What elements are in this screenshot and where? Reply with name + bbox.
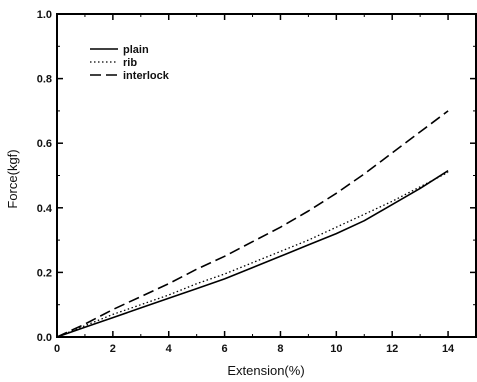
x-tick-label: 8: [277, 343, 283, 355]
x-tick-label: 10: [330, 343, 342, 355]
series-line-interlock: [56, 110, 449, 338]
series-lines: [56, 110, 449, 338]
plot-area: [56, 13, 477, 338]
series-line-plain: [56, 170, 449, 338]
legend-label-plain: plain: [123, 44, 149, 56]
tick-labels: 0 2 4 6 8 10 12 14 0.0 0.2 0.4 0.6 0.8 1.0: [37, 9, 455, 355]
y-tick-label: 0.6: [37, 138, 52, 150]
y-tick-label: 0.4: [37, 203, 53, 215]
y-tick-label: 0.8: [37, 74, 52, 86]
x-tick-label: 12: [386, 343, 398, 355]
x-tick-label: 0: [54, 343, 60, 355]
axis-ticks: [56, 13, 476, 338]
x-tick-label: 14: [442, 343, 455, 355]
y-tick-label: 1.0: [37, 9, 52, 21]
y-tick-label: 0.0: [37, 332, 52, 344]
x-tick-label: 2: [110, 343, 116, 355]
x-tick-label: 4: [166, 343, 173, 355]
plot-border: [56, 13, 477, 338]
series-line-rib: [56, 171, 449, 338]
legend-label-interlock: interlock: [123, 70, 170, 82]
y-axis-title: Force(kgf): [5, 149, 20, 208]
x-tick-label: 6: [222, 343, 228, 355]
x-axis-title: Extension(%): [227, 363, 304, 378]
y-tick-label: 0.2: [37, 267, 52, 279]
legend-label-rib: rib: [123, 57, 137, 69]
